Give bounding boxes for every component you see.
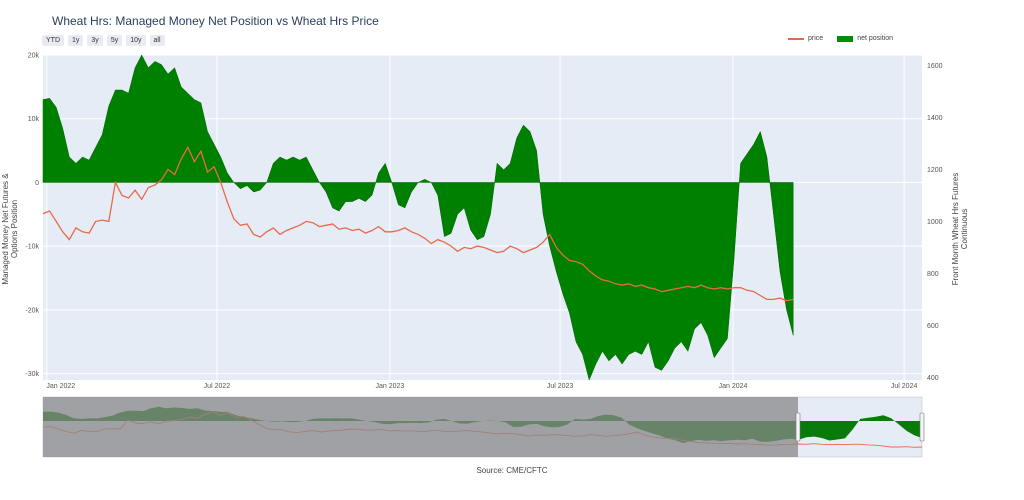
x-tick-label: Jan 2022 — [46, 383, 75, 390]
range-button-3y[interactable]: 3y — [87, 35, 103, 46]
legend-item-price[interactable]: price — [788, 35, 823, 42]
y-right-tick-label: 800 — [927, 271, 939, 278]
y-left-tick-label: 0 — [35, 180, 39, 187]
range-button-10y[interactable]: 10y — [126, 35, 146, 46]
price-series — [42, 145, 794, 302]
range-slider-handle-left[interactable] — [795, 412, 801, 442]
y-right-tick-label: 1600 — [927, 63, 943, 70]
y-left-tick-label: -10k — [25, 244, 39, 251]
y-right-tick-label: 1000 — [927, 219, 943, 226]
x-tick-label: Jan 2023 — [375, 383, 404, 390]
y-left-tick-label: -20k — [25, 307, 39, 314]
y-right-tick-label: 400 — [927, 375, 939, 382]
y-axis-right-label: Front Month Wheat Hrs Futures Continuous — [951, 172, 969, 286]
range-slider[interactable] — [42, 396, 925, 458]
legend-item-net-position[interactable]: net position — [837, 35, 893, 42]
range-button-5y[interactable]: 5y — [106, 35, 123, 46]
x-tick-label: Jul 2022 — [204, 383, 231, 390]
y-left-tick-label: 10k — [28, 116, 40, 123]
legend-label-price: price — [808, 35, 824, 42]
y-right-tick-label: 600 — [927, 323, 939, 330]
legend-label-net-position: net position — [857, 35, 893, 42]
net-position-area — [42, 54, 794, 381]
y-axis-left-label: Managed Money Net Futures & Options Posi… — [1, 173, 19, 285]
source-note: Source: CME/CFTC — [476, 466, 548, 475]
legend-swatch-price — [788, 37, 804, 40]
price-line — [42, 145, 794, 302]
y-right-tick-label: 1200 — [927, 167, 943, 174]
net-position-series — [42, 54, 794, 381]
range-selector: YTD 1y 3y 5y 10y all — [42, 35, 165, 46]
range-slider-handle-right[interactable] — [919, 412, 925, 442]
y-left-tick-label: -30k — [25, 371, 39, 378]
legend-swatch-net-position — [837, 35, 854, 42]
x-tick-label: Jul 2024 — [891, 383, 918, 390]
range-button-all[interactable]: all — [149, 35, 165, 46]
range-slider-mask — [43, 397, 798, 457]
y-left-tick-label: 20k — [28, 53, 40, 60]
x-tick-label: Jul 2023 — [547, 383, 574, 390]
legend: price net position — [788, 35, 893, 42]
chart-title: Wheat Hrs: Managed Money Net Position vs… — [52, 14, 379, 28]
x-tick-label: Jan 2024 — [719, 383, 748, 390]
axis-ticks: 20k 10k 0 -10k -20k -30k 1600 1400 1200 1000 800 60… — [25, 53, 942, 391]
range-button-ytd[interactable]: YTD — [42, 35, 64, 46]
y-right-tick-label: 1400 — [927, 115, 943, 122]
range-button-1y[interactable]: 1y — [68, 35, 84, 46]
